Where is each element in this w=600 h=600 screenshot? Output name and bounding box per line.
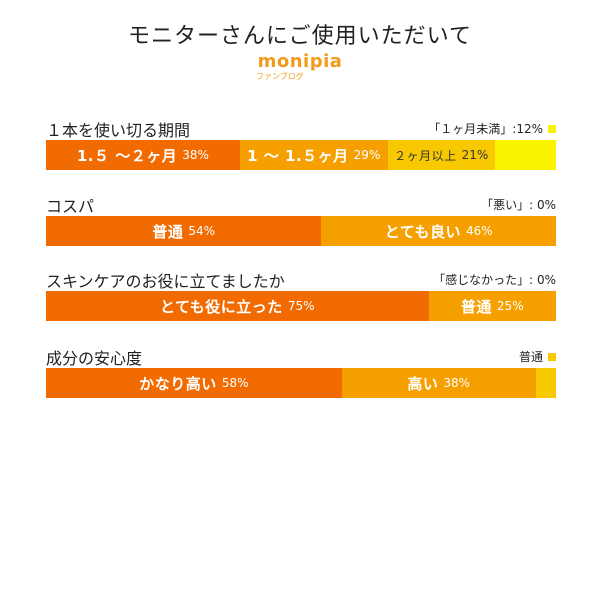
segment-percent: 25% xyxy=(496,299,524,313)
stacked-bar: かなり高い 58% 高い 38% xyxy=(46,368,556,398)
bar-segment: 高い 38% xyxy=(341,368,536,398)
chart-section: 成分の安心度 普通かなり高い 58% 高い 38% xyxy=(46,345,556,401)
segment-label: ２ヶ月以上 xyxy=(394,148,457,163)
chart-note-text: 「１ヶ月未満」:12% xyxy=(428,122,543,136)
brand-subtitle: ファンブログ xyxy=(256,72,304,81)
segment-percent: 21% xyxy=(461,148,489,162)
bar-segment: とても良い 46% xyxy=(321,216,556,246)
stacked-bar: とても役に立った 75% 普通 25% xyxy=(46,291,556,321)
brand-logo: monipia ファンブログ xyxy=(250,52,350,82)
segment-label: 1.５ 〜２ヶ月 xyxy=(76,146,178,165)
segment-percent: 38% xyxy=(443,376,471,390)
chart-section: １本を使い切る期間 「１ヶ月未満」:12% 1.５ 〜２ヶ月 38% 1 〜 1.５ヶ月… xyxy=(46,117,556,173)
legend-swatch xyxy=(548,352,556,361)
chart-note-text: 「感じなかった」: 0% xyxy=(433,273,556,287)
chart-note: 普通 xyxy=(519,348,556,365)
question-label: コスパ xyxy=(46,197,95,216)
segment-percent: 58% xyxy=(221,376,249,390)
segment-percent: 29% xyxy=(353,148,381,162)
segment-percent: 46% xyxy=(466,224,493,238)
segment-percent: 75% xyxy=(287,299,315,313)
segment-percent: 38% xyxy=(182,148,209,162)
segment-percent: 54% xyxy=(188,224,216,238)
stacked-bar: 1.５ 〜２ヶ月 38% 1 〜 1.５ヶ月 29% ２ヶ月以上 21% xyxy=(46,140,556,170)
stacked-bar: 普通 54% とても良い 46% xyxy=(46,216,556,246)
brand-logo-text: monipia xyxy=(257,51,343,72)
segment-label: 普通 xyxy=(152,222,184,241)
bar-segment: ２ヶ月以上 21% xyxy=(387,140,495,170)
segment-label: とても良い xyxy=(384,222,461,241)
bar-segment: 普通 25% xyxy=(428,291,556,321)
bar-segment: かなり高い 58% xyxy=(46,368,342,398)
question-label: １本を使い切る期間 xyxy=(46,121,191,140)
page-title: モニターさんにご使用いただいて xyxy=(128,24,472,49)
question-label: スキンケアのお役に立てましたか xyxy=(46,272,285,291)
bar-segment xyxy=(535,368,556,398)
bar-segment xyxy=(494,140,556,170)
segment-label: とても役に立った xyxy=(160,297,283,316)
chart-note-text: 「悪い」: 0% xyxy=(481,198,556,212)
chart-section: スキンケアのお役に立てましたか 「感じなかった」: 0% とても役に立った 75% 普通… xyxy=(46,268,556,324)
chart-note-text: 普通 xyxy=(518,350,543,364)
segment-label: 普通 xyxy=(460,297,492,316)
bar-segment: 1.５ 〜２ヶ月 38% xyxy=(46,140,240,170)
bar-segment: 1 〜 1.５ヶ月 29% xyxy=(239,140,388,170)
segment-label: 1 〜 1.５ヶ月 xyxy=(247,146,349,165)
chart-section: コスパ 「悪い」: 0% 普通 54% とても良い 46% xyxy=(46,193,556,249)
segment-label: かなり高い xyxy=(139,374,217,393)
bar-segment: とても役に立った 75% xyxy=(46,291,429,321)
legend-swatch xyxy=(548,124,556,133)
chart-note: 「１ヶ月未満」:12% xyxy=(428,120,556,137)
chart-note: 「悪い」: 0% xyxy=(481,196,556,213)
chart-note: 「感じなかった」: 0% xyxy=(433,271,556,288)
bar-segment: 普通 54% xyxy=(46,216,322,246)
segment-label: 高い xyxy=(407,374,439,393)
question-label: 成分の安心度 xyxy=(46,349,143,368)
